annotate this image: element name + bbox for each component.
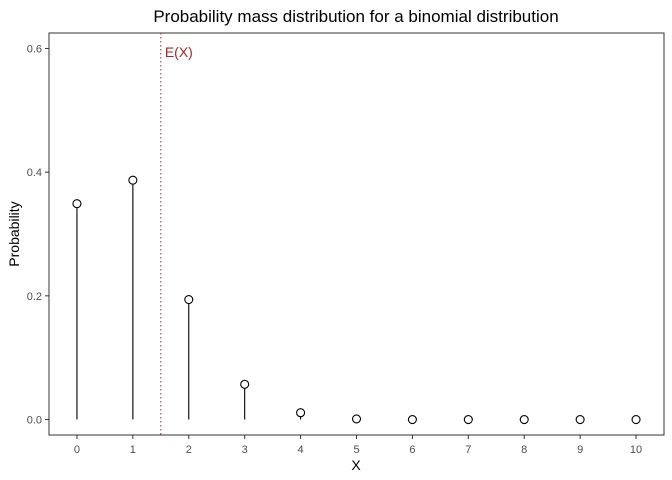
x-tick-label: 4 [298,444,304,456]
x-tick-label: 3 [242,444,248,456]
x-axis-title: X [351,457,361,473]
x-tick-label: 1 [130,444,136,456]
x-tick-label: 9 [577,444,583,456]
data-point-x10 [631,414,641,425]
x-tick-label: 7 [465,444,471,456]
y-tick-label: 0.6 [27,43,42,55]
markers [72,175,641,425]
data-point-x5 [351,414,362,424]
y-tick-label: 0.0 [27,415,42,427]
data-point-x3 [240,379,250,389]
data-point-x9 [575,414,585,425]
data-point-x4 [296,408,306,418]
x-tick-label: 2 [186,444,192,456]
x-tick-label: 10 [630,444,642,456]
expected-value-label: E(X) [165,44,193,60]
data-point-x7 [463,414,473,425]
data-point-x0 [72,199,82,209]
data-point-x8 [519,414,529,425]
expected-value-annotation: E(X) [160,33,193,435]
x-axis: 0 1 2 3 4 5 6 7 8 9 10 [74,435,642,456]
x-tick-label: 8 [521,444,527,456]
data-point-x6 [407,414,417,425]
plot-panel [48,32,665,436]
y-tick-label: 0.4 [27,167,42,179]
y-tick-label: 0.2 [27,291,42,303]
x-tick-label: 5 [353,444,359,456]
x-tick-label: 0 [74,444,80,456]
data-point-x1 [128,175,138,185]
y-axis: 0.0 0.2 0.4 0.6 [27,43,49,427]
chart-title: Probability mass distribution for a bino… [153,7,558,26]
x-tick-label: 6 [409,444,415,456]
y-axis-title: Probability [6,201,22,266]
data-point-x2 [184,295,194,305]
